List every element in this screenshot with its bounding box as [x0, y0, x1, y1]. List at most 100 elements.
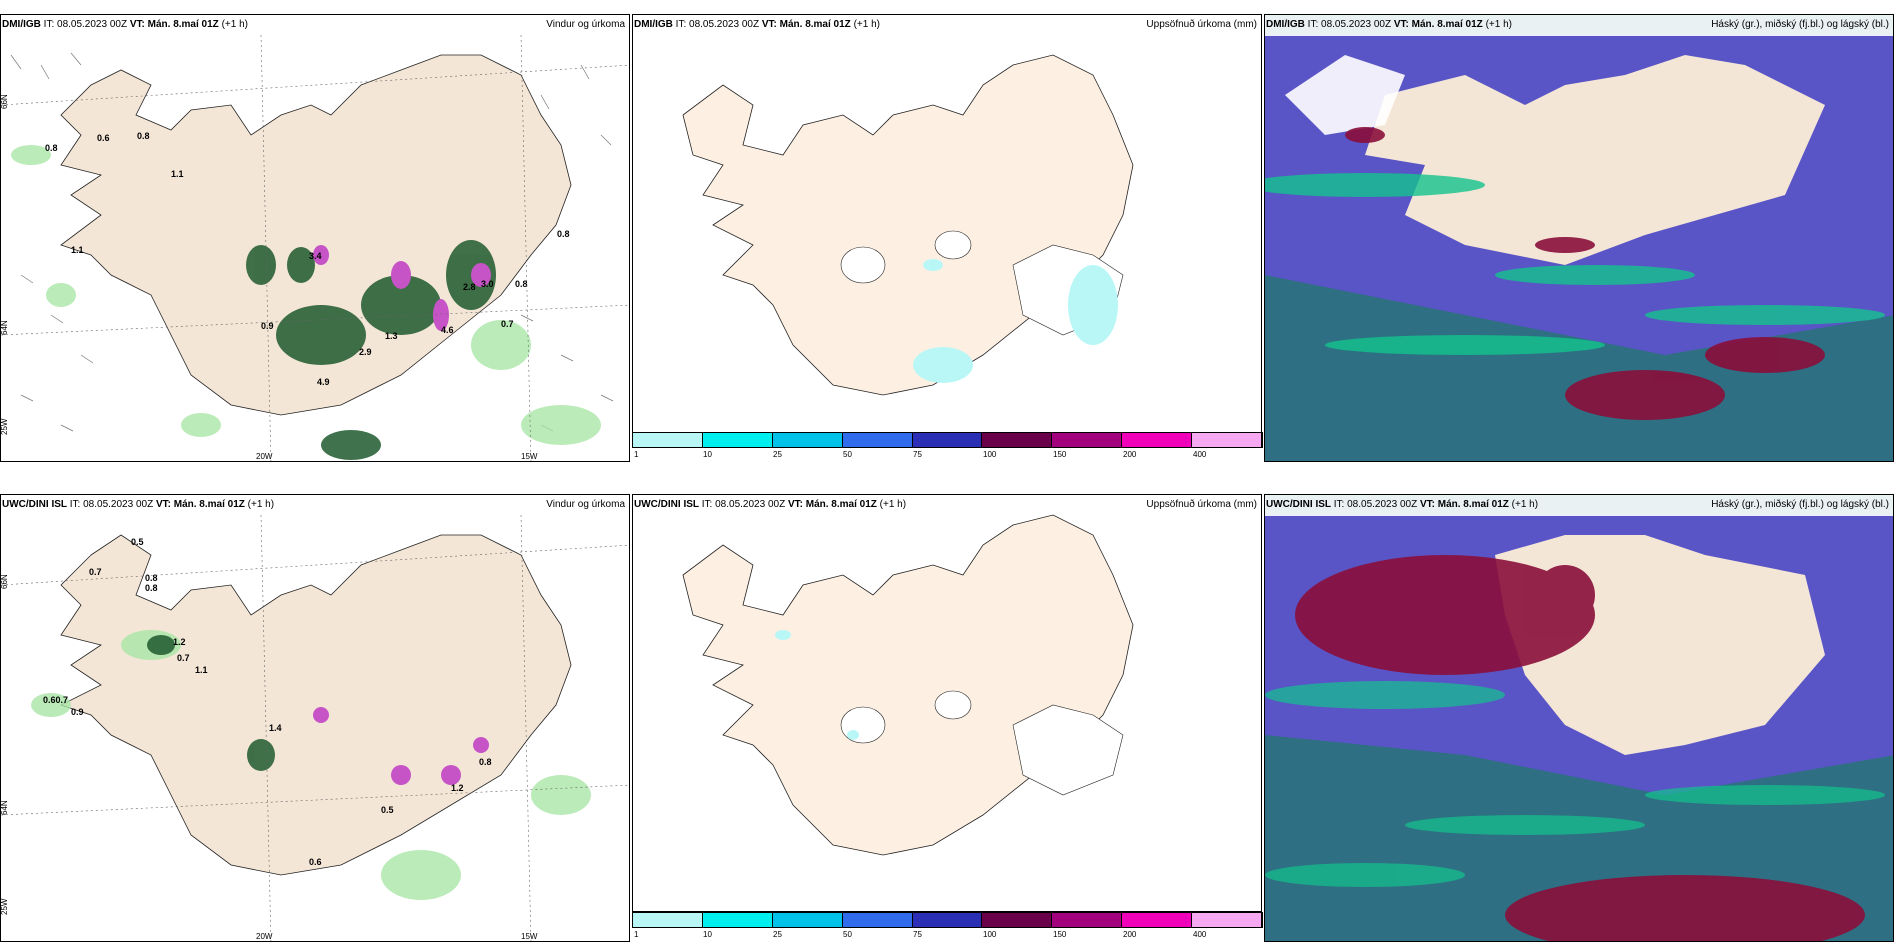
panel-title: Vindur og úrkoma	[546, 19, 625, 30]
colorbar-swatch	[633, 913, 703, 927]
label: 4.6	[441, 325, 454, 335]
cloud-panel-bottom: UWC/DINI ISL IT: 08.05.2023 00Z VT: Mán.…	[1264, 494, 1894, 942]
valid-time: VT: Mán. 8.maí 01Z	[1419, 499, 1509, 510]
colorbar-label: 10	[703, 450, 712, 459]
valid-time: VT: Mán. 8.maí 01Z	[129, 19, 219, 30]
model-name: DMI/IGB	[634, 19, 673, 30]
lead-time: (+1 h)	[247, 499, 275, 510]
valid-time: VT: Mán. 8.maí 01Z	[761, 19, 851, 30]
colorbar-top	[632, 432, 1263, 448]
label: 1.1	[195, 665, 208, 675]
colorbar-swatch	[982, 433, 1053, 447]
panel-header: DMI/IGB IT: 08.05.2023 00Z VT: Mán. 8.ma…	[1265, 15, 1893, 36]
init-time: IT: 08.05.2023 00Z	[43, 19, 128, 30]
grid-label-25w: 25W	[1, 418, 9, 435]
label: 0.8	[137, 131, 150, 141]
accum-panel-bottom: UWC/DINI ISL IT: 08.05.2023 00Z VT: Mán.…	[632, 494, 1262, 912]
colorbar-bottom	[632, 912, 1263, 928]
colorbar-swatch	[982, 913, 1053, 927]
cloud-map-bottom	[1265, 495, 1893, 941]
init-time: IT: 08.05.2023 00Z	[69, 499, 154, 510]
model-name: UWC/DINI ISL	[634, 499, 699, 510]
label: 0.8	[145, 573, 158, 583]
grid-label-20w: 20W	[256, 932, 273, 941]
colorbar-swatch	[1192, 433, 1263, 447]
precip-areas	[246, 240, 496, 460]
label: 4.9	[317, 377, 330, 387]
colorbar-label: 150	[1053, 930, 1067, 939]
label: 0.9	[261, 321, 274, 331]
panel-title: Vindur og úrkoma	[546, 499, 625, 510]
colorbar-swatch	[1122, 913, 1193, 927]
grid-label-15w: 15W	[521, 932, 538, 941]
colorbar-swatch	[633, 433, 703, 447]
colorbar-label: 10	[703, 930, 712, 939]
accum-panel-top: DMI/IGB IT: 08.05.2023 00Z VT: Mán. 8.ma…	[632, 14, 1262, 446]
label: 2.8	[463, 282, 476, 292]
colorbar-swatch	[1052, 913, 1123, 927]
colorbar-label: 50	[843, 450, 852, 459]
colorbar-label: 25	[773, 450, 782, 459]
label: 0.6	[309, 857, 322, 867]
label: 0.9	[71, 707, 84, 717]
panel-header: DMI/IGB IT: 08.05.2023 00Z VT: Mán. 8.ma…	[633, 15, 880, 36]
init-time: IT: 08.05.2023 00Z	[701, 499, 786, 510]
label: 3.0	[481, 279, 494, 289]
grid-label-15w: 15W	[521, 452, 538, 461]
label: 1.2	[173, 637, 186, 647]
label: 0.7	[89, 567, 102, 577]
colorbar-swatch	[702, 913, 773, 927]
cloud-map-top	[1265, 15, 1893, 461]
grid-label-20w: 20W	[256, 452, 273, 461]
iceland-land	[59, 534, 572, 876]
model-name: UWC/DINI ISL	[2, 499, 67, 510]
colorbar-label: 400	[1193, 450, 1207, 459]
colorbar-swatch	[1122, 433, 1193, 447]
grid-label-66n: 66N	[1, 574, 9, 589]
label: 0.8	[45, 143, 58, 153]
panel-header: DMI/IGB IT: 08.05.2023 00Z VT: Mán. 8.ma…	[1, 15, 248, 36]
label: 0.6	[97, 133, 110, 143]
valid-time: VT: Mán. 8.maí 01Z	[1393, 19, 1483, 30]
label: 0.7	[501, 319, 514, 329]
label: 1.1	[71, 245, 84, 255]
grid-label-64n: 64N	[1, 800, 9, 815]
colorbar-swatch	[702, 433, 773, 447]
colorbar-label: 1	[634, 450, 639, 459]
label: 2.9	[359, 347, 372, 357]
panel-title: Háský (gr.), miðský (fj.bl.) og lágský (…	[1711, 499, 1889, 510]
init-time: IT: 08.05.2023 00Z	[675, 19, 760, 30]
iceland-land	[682, 54, 1134, 396]
colorbar-swatch	[1192, 913, 1263, 927]
wind-map-top: 0.6 0.8 0.8 1.1 1.1 0.9 3.4 2.8 3.0 0.8 …	[1, 15, 629, 461]
model-name: UWC/DINI ISL	[1266, 499, 1331, 510]
cloud-panel-top: DMI/IGB IT: 08.05.2023 00Z VT: Mán. 8.ma…	[1264, 14, 1894, 462]
label: 1.1	[171, 169, 184, 179]
colorbar-swatch	[772, 913, 843, 927]
label: 1.3	[385, 331, 398, 341]
label: 0.5	[131, 537, 144, 547]
colorbar-swatch	[1052, 433, 1123, 447]
colorbar-swatch	[772, 433, 843, 447]
wind-panel-bottom: 0.5 0.7 0.8 0.8 1.2 0.7 1.1 0.60.7 0.9 1…	[0, 494, 630, 942]
panel-header: UWC/DINI ISL IT: 08.05.2023 00Z VT: Mán.…	[1, 495, 275, 516]
colorbar-label: 400	[1193, 930, 1207, 939]
label: 1.2	[451, 783, 464, 793]
label: 0.5	[381, 805, 394, 815]
precip-value-labels: 0.6 0.8 0.8 1.1 1.1 0.9 3.4 2.8 3.0 0.8 …	[45, 131, 570, 387]
colorbar-swatch	[912, 433, 983, 447]
colorbar-label: 200	[1123, 930, 1137, 939]
panel-header: UWC/DINI ISL IT: 08.05.2023 00Z VT: Mán.…	[1265, 495, 1893, 516]
grid-label-66n: 66N	[1, 94, 9, 109]
colorbar-label: 50	[843, 930, 852, 939]
wind-map-bottom: 0.5 0.7 0.8 0.8 1.2 0.7 1.1 0.60.7 0.9 1…	[1, 495, 629, 941]
colorbar-label: 100	[983, 930, 997, 939]
label: 0.60.7	[43, 695, 68, 705]
lead-time: (+1 h)	[1485, 19, 1512, 30]
label: 3.4	[309, 251, 322, 261]
colorbar-label: 75	[913, 450, 922, 459]
accum-map-bottom	[682, 514, 1134, 856]
colorbar-label: 100	[983, 450, 997, 459]
init-time: IT: 08.05.2023 00Z	[1333, 499, 1418, 510]
panel-title: Uppsöfnuð úrkoma (mm)	[1146, 19, 1257, 30]
